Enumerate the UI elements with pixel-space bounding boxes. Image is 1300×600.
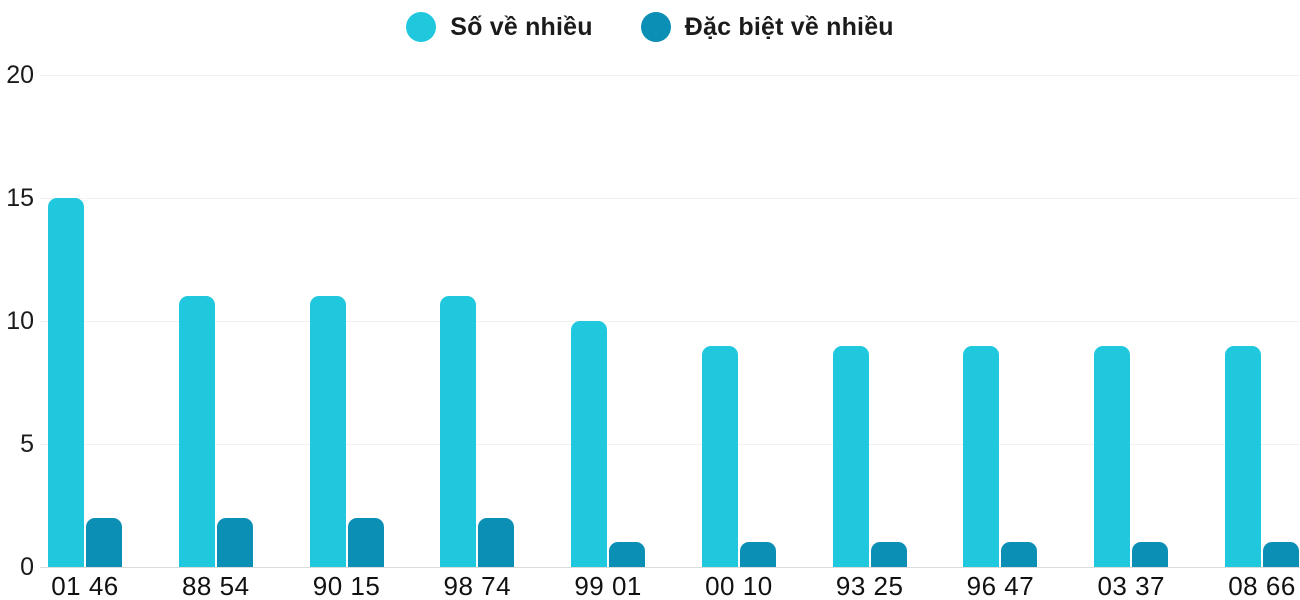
legend-item-so-ve-nhieu[interactable]: Số về nhiều: [406, 12, 593, 42]
bar-so-ve-nhieu[interactable]: [1094, 345, 1131, 567]
chart-legend: Số về nhiều Đặc biệt về nhiều: [0, 12, 1300, 42]
bar-group-00-10: [701, 345, 776, 567]
gridline-y-15: [40, 198, 1300, 199]
legend-label-so-ve-nhieu: Số về nhiều: [450, 12, 593, 41]
x-axis-label: 98 74: [443, 571, 512, 600]
bar-group-08-66: [1225, 345, 1300, 567]
bar-so-ve-nhieu[interactable]: [178, 296, 215, 567]
bar-so-ve-nhieu[interactable]: [309, 296, 346, 567]
bar-dac-biet-ve-nhieu[interactable]: [1263, 542, 1300, 567]
bar-group-03-37: [1094, 345, 1169, 567]
y-axis-tick-label: 15: [6, 184, 34, 212]
legend-swatch-circle-cyan: [406, 12, 437, 42]
bar-group-98-74: [440, 296, 515, 567]
x-axis-label: 96 47: [966, 571, 1035, 600]
x-axis-label: 88 54: [181, 571, 250, 600]
bar-group-88-54: [178, 296, 253, 567]
bar-dac-biet-ve-nhieu[interactable]: [347, 517, 384, 567]
x-axis-label: 93 25: [835, 571, 904, 600]
gridline-y-5: [40, 444, 1300, 445]
bar-dac-biet-ve-nhieu[interactable]: [1132, 542, 1169, 567]
bar-so-ve-nhieu[interactable]: [440, 296, 477, 567]
y-axis-tick-label: 20: [6, 61, 34, 89]
legend-swatch-circle-teal: [640, 12, 671, 42]
x-axis-label: 08 66: [1228, 571, 1296, 600]
bar-so-ve-nhieu[interactable]: [571, 321, 608, 567]
legend-label-dac-biet-ve-nhieu: Đặc biệt về nhiều: [684, 12, 894, 41]
bar-so-ve-nhieu[interactable]: [1225, 345, 1262, 567]
bar-group-99-01: [571, 321, 646, 567]
y-axis-tick-label: 10: [6, 307, 34, 335]
bar-dac-biet-ve-nhieu[interactable]: [478, 517, 515, 567]
y-axis-tick-label: 0: [20, 553, 34, 581]
x-axis-label: 00 10: [705, 571, 773, 600]
x-axis-label: 90 15: [312, 571, 381, 600]
gridline-y-10: [40, 321, 1300, 322]
bar-so-ve-nhieu[interactable]: [832, 345, 869, 567]
bar-group-90-15: [309, 296, 384, 567]
bar-dac-biet-ve-nhieu[interactable]: [1001, 542, 1038, 567]
x-axis-label: 03 37: [1097, 571, 1166, 600]
x-axis-label: 99 01: [574, 571, 642, 600]
bar-so-ve-nhieu[interactable]: [963, 345, 1000, 567]
gridline-y-20: [40, 75, 1300, 76]
legend-item-dac-biet-ve-nhieu[interactable]: Đặc biệt về nhiều: [640, 12, 894, 42]
bar-group-93-25: [832, 345, 907, 567]
bar-dac-biet-ve-nhieu[interactable]: [870, 542, 907, 567]
bar-dac-biet-ve-nhieu[interactable]: [609, 542, 646, 567]
bar-group-01-46: [48, 198, 122, 567]
bar-dac-biet-ve-nhieu[interactable]: [739, 542, 776, 567]
x-axis-label: 01 46: [51, 571, 119, 600]
bar-so-ve-nhieu[interactable]: [701, 345, 738, 567]
gridline-y-0: [40, 567, 1300, 568]
bar-group-96-47: [963, 345, 1038, 567]
bar-dac-biet-ve-nhieu[interactable]: [86, 517, 122, 567]
bar-so-ve-nhieu[interactable]: [48, 198, 84, 567]
bar-dac-biet-ve-nhieu[interactable]: [216, 517, 253, 567]
y-axis-tick-label: 5: [20, 430, 34, 458]
